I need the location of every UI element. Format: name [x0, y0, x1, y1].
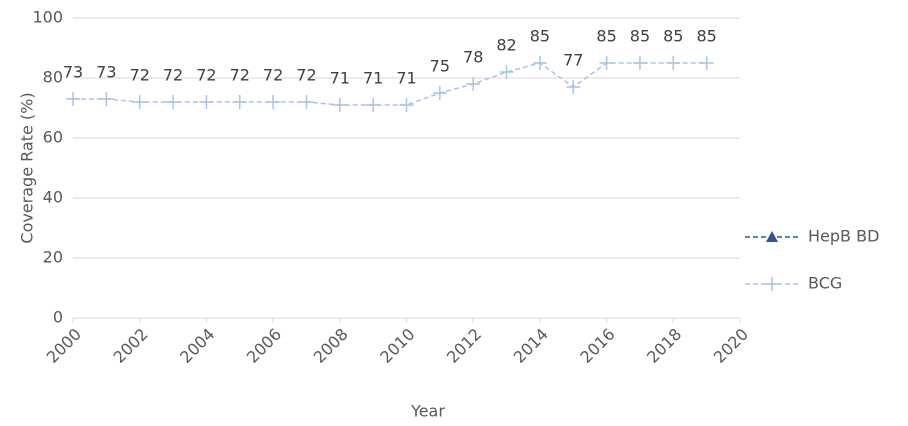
y-tick-label: 100: [32, 8, 63, 27]
marker: [765, 277, 779, 291]
data-label: 72: [263, 66, 283, 85]
x-tick-label: 2006: [243, 325, 285, 367]
marker: [366, 98, 381, 112]
marker: [632, 56, 647, 70]
marker: [499, 65, 514, 79]
marker: [266, 95, 281, 109]
data-label: 82: [496, 36, 516, 55]
data-label: 77: [563, 51, 583, 70]
marker: [99, 92, 114, 106]
data-label: 72: [163, 66, 183, 85]
data-label: 72: [230, 66, 250, 85]
x-tick-label: 2010: [376, 325, 418, 367]
x-tick-label: 2004: [176, 325, 218, 367]
x-tick-label: 2000: [43, 325, 85, 367]
data-label: 71: [330, 69, 350, 88]
marker: [399, 98, 414, 112]
x-tick-label: 2012: [443, 325, 485, 367]
data-label: 78: [463, 48, 483, 67]
marker: [132, 95, 147, 109]
y-tick-label: 40: [43, 188, 63, 207]
marker: [432, 86, 447, 100]
y-tick-label: 0: [53, 308, 63, 327]
data-label: 85: [696, 27, 716, 46]
x-tick-label: 2018: [643, 325, 685, 367]
x-tick-label: 2020: [710, 325, 752, 367]
marker: [232, 95, 247, 109]
data-label: 85: [630, 27, 650, 46]
x-tick-label: 2016: [576, 325, 618, 367]
data-label: 72: [196, 66, 216, 85]
marker: [699, 56, 714, 70]
marker: [532, 56, 547, 70]
data-label: 71: [363, 69, 383, 88]
legend-label: HepB BD: [808, 227, 879, 246]
x-tick-label: 2002: [109, 325, 151, 367]
y-axis-title: Coverage Rate (%): [18, 92, 37, 243]
marker: [332, 98, 347, 112]
marker: [766, 231, 778, 242]
marker: [466, 77, 481, 91]
legend-label: BCG: [808, 274, 842, 293]
marker: [199, 95, 214, 109]
y-tick-label: 60: [43, 128, 63, 147]
data-label: 75: [430, 57, 450, 76]
data-label: 85: [530, 27, 550, 46]
marker: [599, 56, 614, 70]
data-label: 73: [63, 63, 83, 82]
x-axis-title: Year: [410, 402, 445, 421]
data-label: 72: [130, 66, 150, 85]
x-tick-label: 2008: [310, 325, 352, 367]
data-label: 72: [296, 66, 316, 85]
x-tick-label: 2014: [510, 325, 552, 367]
marker: [299, 95, 314, 109]
data-label: 71: [396, 69, 416, 88]
data-label: 73: [96, 63, 116, 82]
y-tick-label: 20: [43, 248, 63, 267]
data-label: 85: [596, 27, 616, 46]
y-tick-label: 80: [43, 68, 63, 87]
marker: [566, 80, 581, 94]
marker: [66, 92, 80, 106]
marker: [666, 56, 681, 70]
data-label: 85: [663, 27, 683, 46]
marker: [166, 95, 181, 109]
